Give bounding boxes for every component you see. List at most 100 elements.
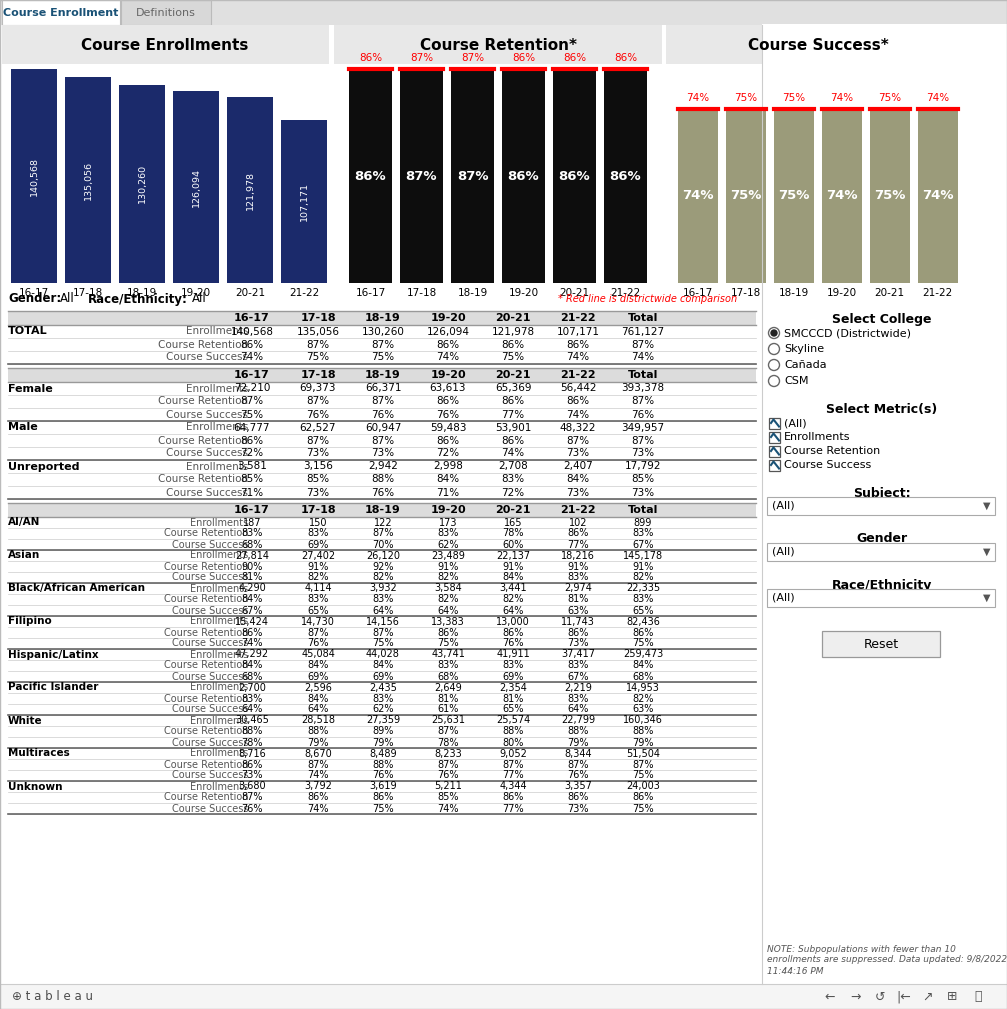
Text: Course Success: Course Success [171, 639, 248, 649]
Text: 86%: 86% [502, 792, 524, 802]
Text: 19-20: 19-20 [430, 313, 466, 323]
Text: 87%: 87% [437, 726, 459, 737]
Text: 76%: 76% [373, 771, 394, 781]
Bar [451, 69, 494, 283]
Text: 86%: 86% [559, 170, 590, 183]
Bar [8, 395, 756, 408]
Bar [762, 24, 1007, 984]
Text: 66,371: 66,371 [365, 383, 401, 394]
Text: 87%: 87% [306, 436, 329, 446]
Text: 83%: 83% [632, 594, 654, 604]
Bar [8, 351, 756, 364]
Text: 23,489: 23,489 [431, 551, 465, 561]
Text: Reset: Reset [863, 638, 898, 651]
Bar [8, 447, 756, 460]
Text: 69,373: 69,373 [300, 383, 336, 394]
Text: 73%: 73% [242, 771, 263, 781]
Text: 83%: 83% [242, 529, 263, 539]
Text: 3,357: 3,357 [564, 782, 592, 791]
Bar [8, 517, 756, 528]
Text: 107,171: 107,171 [299, 182, 308, 221]
Text: Male: Male [8, 423, 37, 433]
Text: 21-22: 21-22 [289, 288, 319, 298]
Text: 19-20: 19-20 [181, 288, 211, 298]
Bar [173, 91, 219, 283]
Circle shape [768, 343, 779, 354]
Text: →: → [851, 991, 861, 1004]
Text: All: All [192, 293, 206, 306]
Text: 393,378: 393,378 [621, 383, 665, 394]
Text: 20-21: 20-21 [495, 504, 531, 515]
Text: 86%: 86% [242, 760, 263, 770]
Text: 83%: 83% [567, 661, 589, 671]
Text: 2,700: 2,700 [238, 682, 266, 692]
Text: 85%: 85% [241, 474, 264, 484]
Text: 22,137: 22,137 [495, 551, 530, 561]
Text: 22,799: 22,799 [561, 715, 595, 725]
Text: 83%: 83% [437, 529, 458, 539]
Text: 62,527: 62,527 [300, 423, 336, 433]
Text: 87%: 87% [372, 397, 395, 407]
Text: 74%: 74% [926, 93, 949, 103]
Text: Female: Female [8, 383, 52, 394]
Text: 187: 187 [243, 518, 261, 528]
Text: 20-21: 20-21 [495, 370, 531, 380]
Text: Filipino: Filipino [8, 616, 51, 627]
Text: Course Enrollments: Course Enrollments [82, 37, 249, 52]
Bar [8, 616, 756, 627]
Bar [8, 460, 756, 473]
Text: 59,483: 59,483 [430, 423, 466, 433]
Text: 64,777: 64,777 [234, 423, 270, 433]
Text: 21-22: 21-22 [922, 288, 953, 298]
Text: 20-21: 20-21 [495, 313, 531, 323]
Text: All: All [60, 293, 75, 306]
Text: 43,741: 43,741 [431, 650, 465, 660]
Text: 79%: 79% [567, 738, 589, 748]
Text: 107,171: 107,171 [557, 327, 599, 336]
Text: 17,792: 17,792 [624, 461, 662, 471]
Text: 17-18: 17-18 [407, 288, 437, 298]
Text: 75%: 75% [241, 410, 264, 420]
Text: Unknown: Unknown [8, 782, 62, 791]
Text: 74%: 74% [501, 448, 525, 458]
Text: 75%: 75% [632, 771, 654, 781]
Text: 87%: 87% [372, 339, 395, 349]
Text: 87%: 87% [373, 628, 394, 638]
Text: 16-17: 16-17 [234, 370, 270, 380]
Text: Hispanic/Latinx: Hispanic/Latinx [8, 650, 99, 660]
Text: 15,424: 15,424 [235, 616, 269, 627]
Text: 88%: 88% [242, 726, 263, 737]
Text: 84%: 84% [307, 661, 328, 671]
Text: 76%: 76% [242, 803, 263, 813]
Text: Course Retention: Course Retention [163, 594, 248, 604]
Text: ↗: ↗ [922, 991, 933, 1004]
Text: 19-20: 19-20 [430, 370, 466, 380]
Text: 30,465: 30,465 [235, 715, 269, 725]
Text: Course Retention: Course Retention [163, 661, 248, 671]
Text: Course Success: Course Success [166, 410, 248, 420]
Text: 3,584: 3,584 [434, 583, 462, 593]
Text: 87%: 87% [307, 760, 328, 770]
Text: 72%: 72% [436, 448, 459, 458]
Text: Course Retention: Course Retention [784, 446, 880, 456]
Text: 18-19: 18-19 [366, 370, 401, 380]
Text: Unreported: Unreported [8, 461, 80, 471]
Text: Course Retention: Course Retention [163, 693, 248, 703]
Text: 87%: 87% [457, 170, 488, 183]
Text: 73%: 73% [567, 639, 589, 649]
Text: 86%: 86% [609, 170, 641, 183]
Text: Course Success: Course Success [171, 540, 248, 550]
Text: 89%: 89% [373, 726, 394, 737]
Text: Course Retention: Course Retention [158, 436, 248, 446]
Text: 88%: 88% [632, 726, 654, 737]
Text: 8,670: 8,670 [304, 749, 332, 759]
Text: 84%: 84% [242, 594, 263, 604]
Text: 130,260: 130,260 [362, 327, 405, 336]
Text: Definitions: Definitions [136, 8, 196, 18]
Text: 86%: 86% [566, 397, 589, 407]
Text: 75%: 75% [437, 639, 459, 649]
Bar [119, 85, 165, 283]
Text: 145,178: 145,178 [623, 551, 663, 561]
Text: 87%: 87% [567, 760, 589, 770]
Text: 2,219: 2,219 [564, 682, 592, 692]
